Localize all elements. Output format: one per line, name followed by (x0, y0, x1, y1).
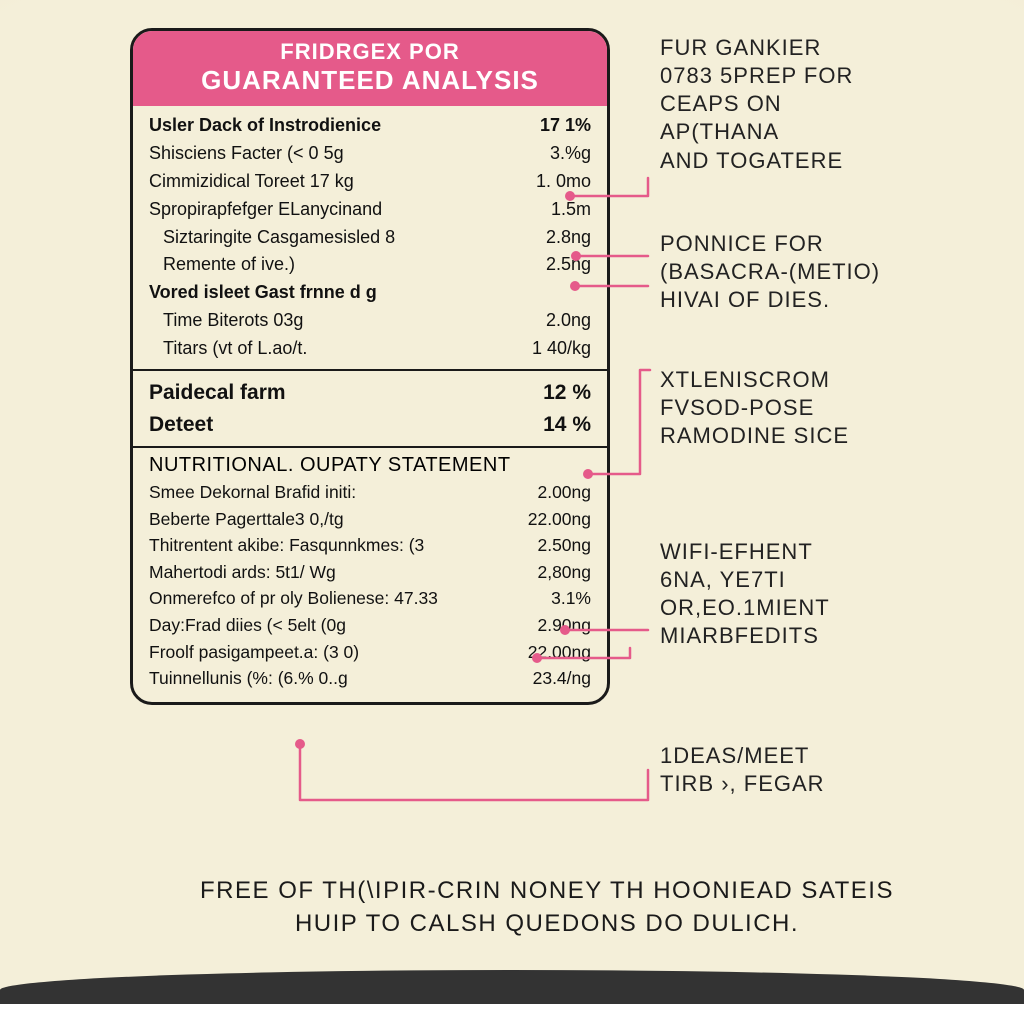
totals-section: Paidecal farm12 %Deteet14 % (133, 369, 607, 446)
row-label: Vored isleet Gast frnne d g (149, 279, 591, 307)
callout-line: 1DEAS/MEET (660, 742, 930, 770)
row-value: 12 % (543, 377, 591, 409)
table-row: Beberte Pagerttale3 0,/tg22.00ng (149, 506, 591, 533)
table-row: Day:Frad diies (< 5elt (0g2.90ng (149, 612, 591, 639)
bottom-white-slice (0, 1004, 1024, 1024)
table-row: Remente of ive.)2.5ng (149, 251, 591, 279)
row-label: Onmerefco of pr oly Bolienese: 47.33 (149, 585, 551, 612)
row-value: 17 1% (540, 112, 591, 140)
callout-line: 0783 5PREP FOR (660, 62, 930, 90)
row-value: 2.00ng (537, 479, 591, 506)
row-label: Time Biterots 03g (149, 307, 546, 335)
nutritional-statement-section: Smee Dekornal Brafid initi:2.00ngBeberte… (133, 479, 607, 702)
row-value: 2.8ng (546, 224, 591, 252)
callout: 1DEAS/MEETTIRB ›, FEGAR (660, 742, 930, 798)
row-label: Paidecal farm (149, 377, 543, 409)
callout-line: AP(THANA (660, 118, 930, 146)
guaranteed-analysis-panel: FRIDRGEX POR GUARANTEED ANALYSIS Usler D… (130, 28, 610, 705)
row-label: Cimmizidical Toreet 17 kg (149, 168, 536, 196)
row-value: 1. 0mo (536, 168, 591, 196)
table-row: Cimmizidical Toreet 17 kg1. 0mo (149, 168, 591, 196)
footer-text: FREE OF TH(\IPIR-CRIN NONEY TH HOONIEAD … (130, 875, 964, 940)
row-value: 1 40/kg (532, 335, 591, 363)
row-value: 2.0ng (546, 307, 591, 335)
table-row: Mahertodi ards: 5t1/ Wg2,80ng (149, 559, 591, 586)
row-value: 3.1% (551, 585, 591, 612)
callout-line: OR,EO.1MIENT (660, 594, 930, 622)
table-row: Titars (vt of L.ao/t.1 40/kg (149, 335, 591, 363)
row-label: Deteet (149, 409, 543, 441)
table-row: Froolf pasigampeet.a: (3 0)22.00ng (149, 639, 591, 666)
row-label: Usler Dack of Instrodienice (149, 112, 540, 140)
row-label: Shisciens Facter (< 0 5g (149, 140, 550, 168)
footer-line2: HUIP TO CALSH QUEDONS DO DULICH. (130, 908, 964, 940)
row-value: 3.%g (550, 140, 591, 168)
table-row: Spropirapfefger ELanycinand1.5m (149, 196, 591, 224)
callout-line: PONNICE FOR (660, 230, 930, 258)
row-value: 22.00ng (528, 639, 591, 666)
row-label: Remente of ive.) (149, 251, 546, 279)
row-label: Mahertodi ards: 5t1/ Wg (149, 559, 537, 586)
panel-header-line2: GUARANTEED ANALYSIS (145, 65, 595, 96)
row-value: 2.90ng (537, 612, 591, 639)
callout: WIFI-EFHENT6NA, YE7TIOR,EO.1MIENTMIARBFE… (660, 538, 930, 651)
table-row: Vored isleet Gast frnne d g (149, 279, 591, 307)
row-value: 23.4/ng (533, 665, 591, 692)
row-label: Beberte Pagerttale3 0,/tg (149, 506, 528, 533)
row-label: Siztaringite Casgamesisled 8 (149, 224, 546, 252)
panel-header: FRIDRGEX POR GUARANTEED ANALYSIS (133, 31, 607, 106)
callout-line: (BASACRA-(METIO) (660, 258, 930, 286)
row-label: Thitrentent akibe: Fasqunnkmes: (3 (149, 532, 537, 559)
panel-header-line1: FRIDRGEX POR (145, 39, 595, 65)
callout: XTLENISCROMFVSOD-POSERAMODINE SICE (660, 366, 930, 450)
callout-line: FVSOD-POSE (660, 394, 930, 422)
row-label: Tuinnellunis (%: (6.% 0..g (149, 665, 533, 692)
callout-line: RAMODINE SICE (660, 422, 930, 450)
callout-line: TIRB ›, FEGAR (660, 770, 930, 798)
table-row: Paidecal farm12 % (149, 377, 591, 409)
callout-line: 6NA, YE7TI (660, 566, 930, 594)
row-value: 1.5m (551, 196, 591, 224)
row-label: Titars (vt of L.ao/t. (149, 335, 532, 363)
table-row: Time Biterots 03g2.0ng (149, 307, 591, 335)
row-label: Day:Frad diies (< 5elt (0g (149, 612, 537, 639)
callout-line: WIFI-EFHENT (660, 538, 930, 566)
footer-line1: FREE OF TH(\IPIR-CRIN NONEY TH HOONIEAD … (130, 875, 964, 907)
row-value: 2.50ng (537, 532, 591, 559)
callout: FUR GANKIER0783 5PREP FORCEAPS ONAP(THAN… (660, 34, 930, 175)
table-row: Onmerefco of pr oly Bolienese: 47.333.1% (149, 585, 591, 612)
row-value: 14 % (543, 409, 591, 441)
table-row: Deteet14 % (149, 409, 591, 441)
callout-line: MIARBFEDITS (660, 622, 930, 650)
row-label: Smee Dekornal Brafid initi: (149, 479, 537, 506)
callout-line: AND TOGATERE (660, 147, 930, 175)
table-row: Siztaringite Casgamesisled 82.8ng (149, 224, 591, 252)
table-row: Thitrentent akibe: Fasqunnkmes: (32.50ng (149, 532, 591, 559)
row-label: Froolf pasigampeet.a: (3 0) (149, 639, 528, 666)
analysis-section-1: Usler Dack of Instrodienice17 1%Shiscien… (133, 106, 607, 369)
table-row: Smee Dekornal Brafid initi:2.00ng (149, 479, 591, 506)
callout-line: XTLENISCROM (660, 366, 930, 394)
callout-line: CEAPS ON (660, 90, 930, 118)
callout-line: FUR GANKIER (660, 34, 930, 62)
callout: PONNICE FOR(BASACRA-(METIO)HIVAI OF DIES… (660, 230, 930, 314)
table-row: Shisciens Facter (< 0 5g3.%g (149, 140, 591, 168)
table-row: Tuinnellunis (%: (6.% 0..g23.4/ng (149, 665, 591, 692)
table-row: Usler Dack of Instrodienice17 1% (149, 112, 591, 140)
statement-heading: NUTRITIONAL. OUPATY STATEMENT (133, 446, 607, 479)
row-value: 22.00ng (528, 506, 591, 533)
row-value: 2.5ng (546, 251, 591, 279)
callout-line: HIVAI OF DIES. (660, 286, 930, 314)
row-label: Spropirapfefger ELanycinand (149, 196, 551, 224)
row-value: 2,80ng (537, 559, 591, 586)
